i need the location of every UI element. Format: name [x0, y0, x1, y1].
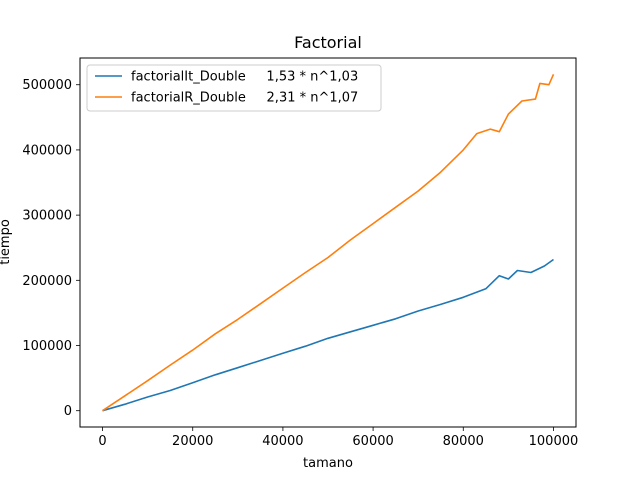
y-tick-label-1: 100000 [22, 339, 72, 354]
y-tick-label-4: 400000 [22, 143, 72, 158]
legend-label-1: factorialR_Double 2,31 * n^1,07 [131, 91, 358, 106]
x-axis-label: tamano [303, 456, 353, 471]
x-axis-ticks: 0 20000 40000 60000 80000 100000 [98, 427, 578, 449]
y-axis-ticks: 0 100000 200000 300000 400000 500000 [22, 78, 80, 419]
plot-area-frame [79, 57, 577, 428]
x-tick-label-2: 40000 [262, 434, 303, 449]
legend-label-0: factorialIt_Double 1,53 * n^1,03 [131, 70, 358, 85]
legend-box [86, 64, 382, 112]
y-axis-label: tiempo [0, 219, 13, 265]
y-tick-label-2: 200000 [22, 274, 72, 289]
x-tick-label-0: 0 [98, 434, 106, 449]
x-tick-label-1: 20000 [172, 434, 213, 449]
series-line-0 [102, 258, 554, 412]
chart-title: Factorial [294, 33, 362, 52]
series-layer [102, 73, 555, 412]
legend: factorialIt_Double 1,53 * n^1,03 factoria… [86, 64, 382, 112]
x-tick-label-4: 80000 [443, 434, 484, 449]
y-tick-label-5: 500000 [22, 78, 72, 93]
x-tick-label-3: 60000 [352, 434, 393, 449]
y-tick-label-0: 0 [64, 404, 72, 419]
series-line-1 [102, 73, 555, 412]
y-tick-label-3: 300000 [22, 209, 72, 224]
x-tick-label-5: 100000 [529, 434, 579, 449]
